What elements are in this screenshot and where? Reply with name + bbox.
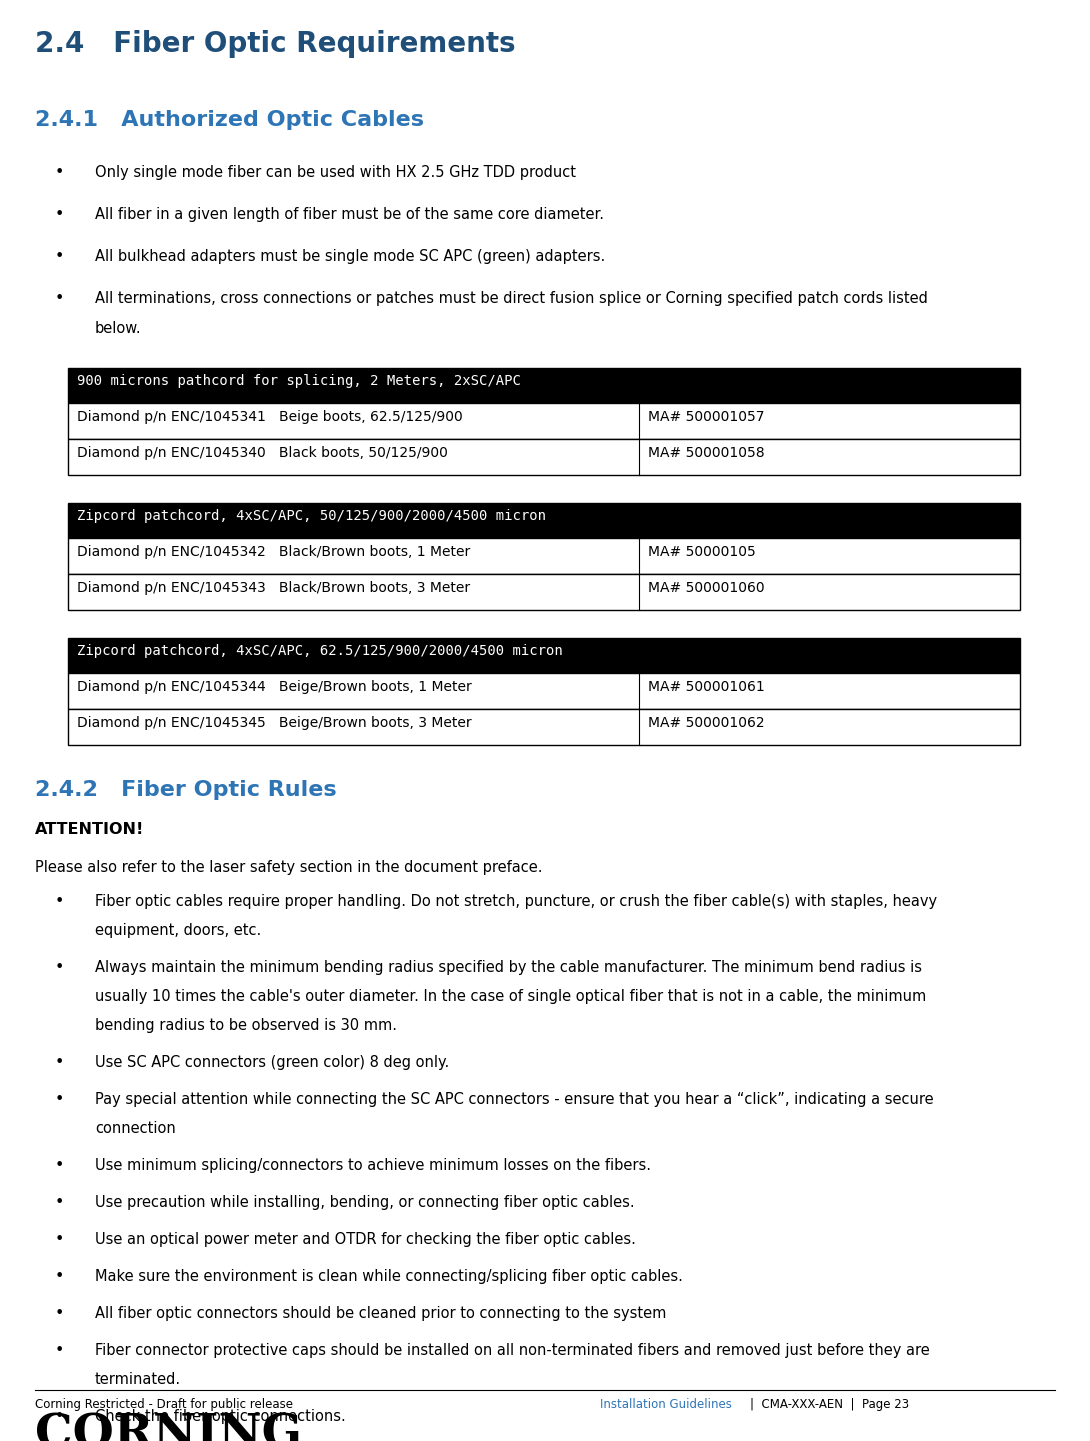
Text: Fiber optic cables require proper handling. Do not stretch, puncture, or crush t: Fiber optic cables require proper handli…	[95, 893, 937, 909]
Text: 2.4.2   Fiber Optic Rules: 2.4.2 Fiber Optic Rules	[35, 780, 337, 800]
Text: •: •	[54, 1195, 64, 1210]
Text: Use an optical power meter and OTDR for checking the fiber optic cables.: Use an optical power meter and OTDR for …	[95, 1232, 635, 1246]
Text: CORNING: CORNING	[35, 1412, 302, 1441]
Text: Please also refer to the laser safety section in the document preface.: Please also refer to the laser safety se…	[35, 860, 543, 875]
Text: Diamond p/n ENC/1045344   Beige/Brown boots, 1 Meter: Diamond p/n ENC/1045344 Beige/Brown boot…	[76, 680, 472, 695]
Text: All fiber optic connectors should be cleaned prior to connecting to the system: All fiber optic connectors should be cle…	[95, 1306, 666, 1321]
Text: Check the fiber optic connections.: Check the fiber optic connections.	[95, 1409, 346, 1424]
Text: All fiber in a given length of fiber must be of the same core diameter.: All fiber in a given length of fiber mus…	[95, 208, 604, 222]
Bar	[68, 574, 1020, 610]
Text: •: •	[54, 1343, 64, 1357]
Bar	[68, 440, 1020, 476]
Text: Use minimum splicing/connectors to achieve minimum losses on the fibers.: Use minimum splicing/connectors to achie…	[95, 1159, 651, 1173]
Text: Pay special attention while connecting the SC APC connectors - ensure that you h: Pay special attention while connecting t…	[95, 1092, 934, 1107]
Bar	[68, 403, 1020, 440]
Text: •: •	[54, 1232, 64, 1246]
Text: MA# 500001057: MA# 500001057	[647, 411, 764, 424]
Text: MA# 500001062: MA# 500001062	[647, 716, 764, 731]
Text: usually 10 times the cable's outer diameter. In the case of single optical fiber: usually 10 times the cable's outer diame…	[95, 989, 926, 1004]
Text: 900 microns pathcord for splicing, 2 Meters, 2xSC/APC: 900 microns pathcord for splicing, 2 Met…	[76, 375, 521, 388]
Bar	[68, 709, 1020, 745]
Text: •: •	[54, 1055, 64, 1071]
Text: MA# 500001061: MA# 500001061	[647, 680, 764, 695]
Text: 2.4.1   Authorized Optic Cables: 2.4.1 Authorized Optic Cables	[35, 110, 424, 130]
Text: connection: connection	[95, 1121, 175, 1136]
Text: All terminations, cross connections or patches must be direct fusion splice or C: All terminations, cross connections or p…	[95, 291, 928, 305]
Text: •: •	[54, 249, 64, 264]
Text: ATTENTION!: ATTENTION!	[35, 821, 144, 837]
Text: bending radius to be observed is 30 mm.: bending radius to be observed is 30 mm.	[95, 1017, 397, 1033]
Text: Diamond p/n ENC/1045341   Beige boots, 62.5/125/900: Diamond p/n ENC/1045341 Beige boots, 62.…	[76, 411, 462, 424]
Text: •: •	[54, 1092, 64, 1107]
Text: Diamond p/n ENC/1045343   Black/Brown boots, 3 Meter: Diamond p/n ENC/1045343 Black/Brown boot…	[76, 581, 470, 595]
Text: terminated.: terminated.	[95, 1372, 181, 1388]
Text: All bulkhead adapters must be single mode SC APC (green) adapters.: All bulkhead adapters must be single mod…	[95, 249, 605, 264]
Text: below.: below.	[95, 321, 142, 336]
Text: Only single mode fiber can be used with HX 2.5 GHz TDD product: Only single mode fiber can be used with …	[95, 166, 576, 180]
Text: Corning Restricted - Draft for public release: Corning Restricted - Draft for public re…	[35, 1398, 293, 1411]
Bar	[68, 503, 1020, 537]
Text: MA# 500001060: MA# 500001060	[647, 581, 764, 595]
Text: •: •	[54, 893, 64, 909]
Text: •: •	[54, 1409, 64, 1424]
Bar	[68, 367, 1020, 403]
Text: •: •	[54, 208, 64, 222]
Text: Use precaution while installing, bending, or connecting fiber optic cables.: Use precaution while installing, bending…	[95, 1195, 634, 1210]
Text: Zipcord patchcord, 4xSC/APC, 62.5/125/900/2000/4500 micron: Zipcord patchcord, 4xSC/APC, 62.5/125/90…	[76, 644, 562, 659]
Text: •: •	[54, 960, 64, 976]
Text: •: •	[54, 291, 64, 305]
Bar	[68, 673, 1020, 709]
Text: Installation Guidelines: Installation Guidelines	[600, 1398, 731, 1411]
Text: Fiber connector protective caps should be installed on all non-terminated fibers: Fiber connector protective caps should b…	[95, 1343, 930, 1357]
Text: Make sure the environment is clean while connecting/splicing fiber optic cables.: Make sure the environment is clean while…	[95, 1270, 682, 1284]
Text: |  CMA-XXX-AEN  |  Page 23: | CMA-XXX-AEN | Page 23	[750, 1398, 909, 1411]
Text: Diamond p/n ENC/1045345   Beige/Brown boots, 3 Meter: Diamond p/n ENC/1045345 Beige/Brown boot…	[76, 716, 471, 731]
Text: 2.4   Fiber Optic Requirements: 2.4 Fiber Optic Requirements	[35, 30, 516, 58]
Text: Diamond p/n ENC/1045340   Black boots, 50/125/900: Diamond p/n ENC/1045340 Black boots, 50/…	[76, 447, 448, 460]
Bar	[68, 537, 1020, 574]
Text: Zipcord patchcord, 4xSC/APC, 50/125/900/2000/4500 micron: Zipcord patchcord, 4xSC/APC, 50/125/900/…	[76, 509, 546, 523]
Text: Diamond p/n ENC/1045342   Black/Brown boots, 1 Meter: Diamond p/n ENC/1045342 Black/Brown boot…	[76, 545, 470, 559]
Text: •: •	[54, 1159, 64, 1173]
Bar	[68, 638, 1020, 673]
Text: •: •	[54, 1270, 64, 1284]
Text: Always maintain the minimum bending radius specified by the cable manufacturer. : Always maintain the minimum bending radi…	[95, 960, 922, 976]
Text: MA# 50000105: MA# 50000105	[647, 545, 755, 559]
Text: Use SC APC connectors (green color) 8 deg only.: Use SC APC connectors (green color) 8 de…	[95, 1055, 449, 1071]
Text: MA# 500001058: MA# 500001058	[647, 447, 764, 460]
Text: equipment, doors, etc.: equipment, doors, etc.	[95, 924, 262, 938]
Text: •: •	[54, 166, 64, 180]
Text: •: •	[54, 1306, 64, 1321]
